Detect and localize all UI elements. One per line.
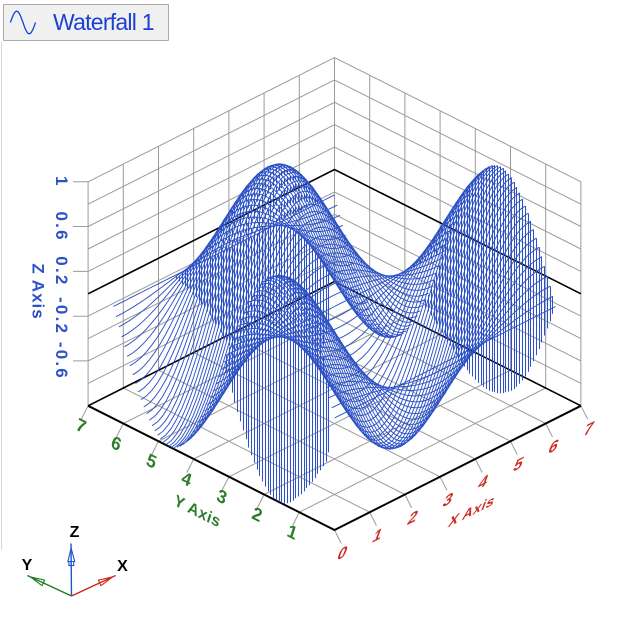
svg-text:7: 7 [74, 414, 89, 438]
svg-text:6: 6 [109, 432, 124, 456]
svg-text:1: 1 [285, 520, 300, 544]
svg-text:0: 0 [335, 541, 351, 564]
svg-text:6: 6 [546, 435, 562, 458]
svg-text:X Axis: X Axis [446, 492, 498, 531]
svg-text:Z: Z [70, 524, 80, 541]
svg-text:0.6: 0.6 [52, 211, 71, 241]
svg-text:4: 4 [475, 470, 491, 493]
svg-text:3: 3 [214, 485, 229, 509]
svg-text:0.2: 0.2 [52, 256, 71, 286]
svg-text:X: X [117, 558, 128, 575]
svg-text:7: 7 [581, 417, 597, 440]
svg-text:5: 5 [511, 453, 527, 476]
svg-text:5: 5 [144, 449, 159, 473]
svg-text:-0.2: -0.2 [52, 297, 71, 335]
svg-text:3: 3 [440, 488, 456, 511]
svg-text:1: 1 [52, 176, 71, 188]
svg-text:Z Axis: Z Axis [29, 263, 48, 319]
svg-text:4: 4 [179, 467, 194, 491]
svg-text:-0.6: -0.6 [52, 342, 71, 380]
svg-text:Y Axis: Y Axis [172, 492, 223, 531]
svg-text:2: 2 [405, 506, 421, 529]
svg-text:2: 2 [250, 503, 265, 527]
svg-text:1: 1 [370, 524, 386, 547]
svg-text:Y: Y [22, 557, 33, 574]
